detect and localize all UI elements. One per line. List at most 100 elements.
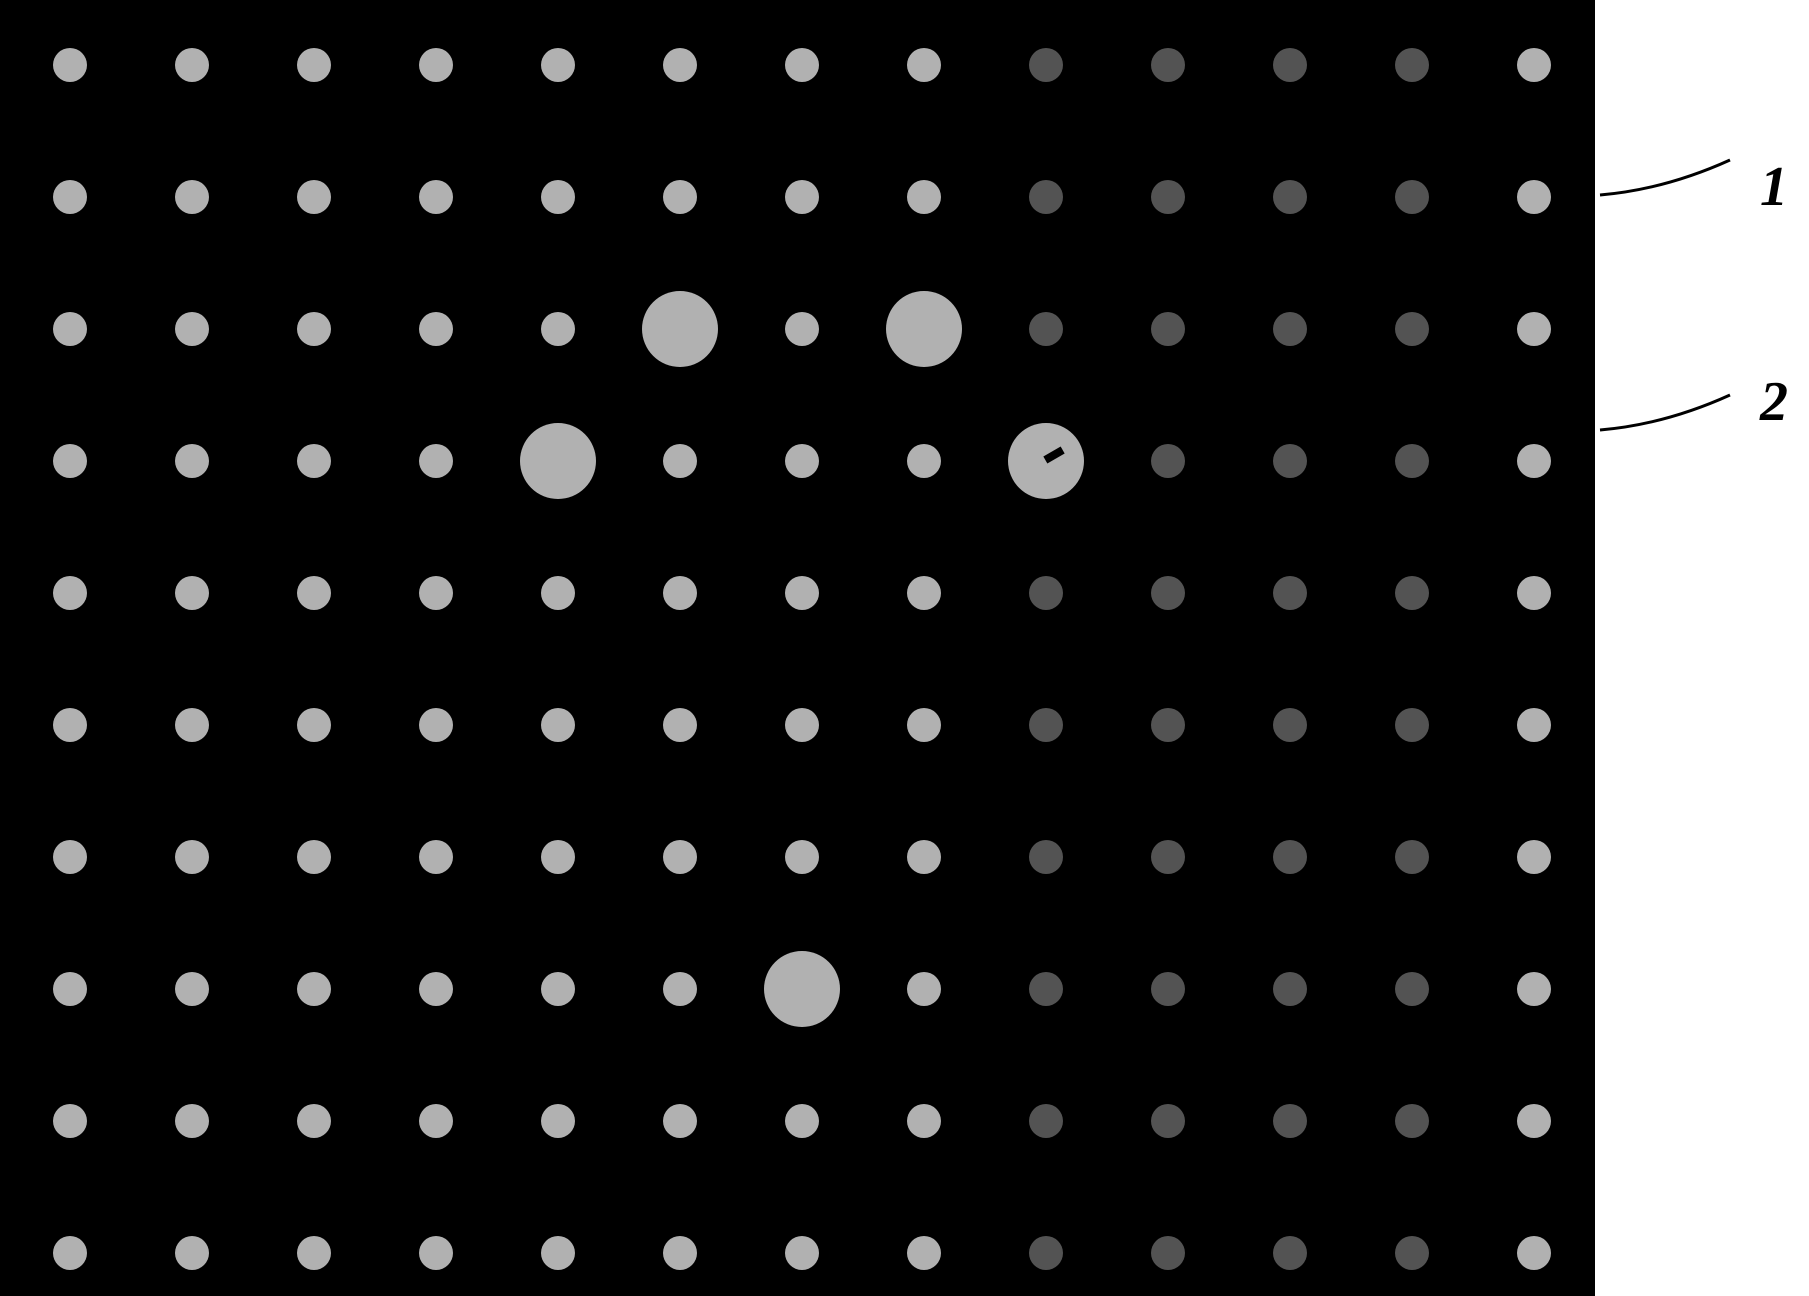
grid-dot	[419, 840, 453, 874]
grid-dot	[663, 708, 697, 742]
grid-dot	[1151, 444, 1185, 478]
grid-dot	[541, 312, 575, 346]
grid-dot	[785, 576, 819, 610]
grid-dot	[175, 1104, 209, 1138]
grid-dot	[297, 972, 331, 1006]
grid-dot	[419, 1236, 453, 1270]
grid-dot	[175, 1236, 209, 1270]
grid-dot	[297, 180, 331, 214]
grid-dot	[785, 708, 819, 742]
grid-dot	[175, 180, 209, 214]
grid-dot	[1151, 972, 1185, 1006]
grid-dot	[53, 312, 87, 346]
grid-dot	[1273, 180, 1307, 214]
grid-dot	[1273, 1236, 1307, 1270]
grid-dot	[1029, 1236, 1063, 1270]
grid-dot	[1517, 444, 1551, 478]
grid-dot	[297, 48, 331, 82]
grid-dot	[907, 444, 941, 478]
grid-dot	[541, 708, 575, 742]
grid-dot	[541, 48, 575, 82]
label-2: 2	[1760, 370, 1788, 434]
grid-dot	[175, 48, 209, 82]
grid-dot	[1517, 180, 1551, 214]
grid-dot	[297, 1236, 331, 1270]
grid-dot	[1395, 840, 1429, 874]
grid-dot	[1517, 708, 1551, 742]
grid-dot	[1395, 48, 1429, 82]
grid-dot	[1151, 180, 1185, 214]
grid-dot	[1029, 312, 1063, 346]
grid-dot	[1029, 972, 1063, 1006]
grid-dot	[785, 1104, 819, 1138]
grid-dot	[175, 312, 209, 346]
grid-dot	[53, 708, 87, 742]
grid-dot	[663, 1104, 697, 1138]
grid-dot	[53, 972, 87, 1006]
grid-dot	[663, 180, 697, 214]
grid-dot	[1029, 48, 1063, 82]
grid-dot	[1395, 708, 1429, 742]
grid-dot	[1395, 1104, 1429, 1138]
grid-dot	[419, 708, 453, 742]
grid-dot	[541, 972, 575, 1006]
grid-dot	[1517, 576, 1551, 610]
grid-dot	[541, 1104, 575, 1138]
grid-dot	[1273, 1104, 1307, 1138]
grid-dot	[1273, 444, 1307, 478]
dot-grid-panel	[0, 0, 1595, 1296]
grid-dot	[297, 312, 331, 346]
grid-dot	[785, 48, 819, 82]
grid-dot	[53, 444, 87, 478]
grid-dot	[419, 312, 453, 346]
grid-dot	[1029, 1104, 1063, 1138]
grid-dot	[663, 972, 697, 1006]
grid-dot	[297, 576, 331, 610]
grid-dot	[907, 180, 941, 214]
grid-dot	[907, 48, 941, 82]
grid-dot	[419, 444, 453, 478]
grid-dot	[1151, 48, 1185, 82]
grid-dot	[297, 840, 331, 874]
grid-dot	[541, 840, 575, 874]
grid-dot	[663, 840, 697, 874]
grid-dot	[907, 972, 941, 1006]
grid-dot	[53, 576, 87, 610]
grid-dot	[1029, 180, 1063, 214]
grid-dot	[663, 1236, 697, 1270]
grid-dot	[53, 180, 87, 214]
grid-dot	[1517, 312, 1551, 346]
grid-dot	[1151, 576, 1185, 610]
grid-dot	[1273, 576, 1307, 610]
grid-dot	[663, 576, 697, 610]
grid-dot	[907, 1104, 941, 1138]
grid-dot	[175, 972, 209, 1006]
grid-dot	[541, 1236, 575, 1270]
grid-dot	[1517, 48, 1551, 82]
grid-dot	[1029, 708, 1063, 742]
grid-dot	[1517, 1104, 1551, 1138]
grid-dot	[764, 951, 840, 1027]
grid-dot	[1395, 180, 1429, 214]
grid-dot	[419, 576, 453, 610]
grid-dot	[1151, 708, 1185, 742]
grid-dot	[1395, 972, 1429, 1006]
grid-dot	[886, 291, 962, 367]
grid-dot	[1029, 576, 1063, 610]
annotation-leader-line	[1600, 395, 1730, 430]
grid-dot	[53, 48, 87, 82]
grid-dot	[53, 1104, 87, 1138]
grid-dot	[1273, 840, 1307, 874]
grid-dot	[297, 708, 331, 742]
grid-dot	[175, 576, 209, 610]
grid-dot	[541, 576, 575, 610]
grid-dot	[175, 840, 209, 874]
grid-dot	[663, 444, 697, 478]
grid-dot	[907, 1236, 941, 1270]
grid-dot	[642, 291, 718, 367]
grid-dot	[1151, 840, 1185, 874]
grid-dot	[907, 840, 941, 874]
grid-dot	[541, 180, 575, 214]
grid-dot	[785, 840, 819, 874]
grid-dot	[1273, 708, 1307, 742]
